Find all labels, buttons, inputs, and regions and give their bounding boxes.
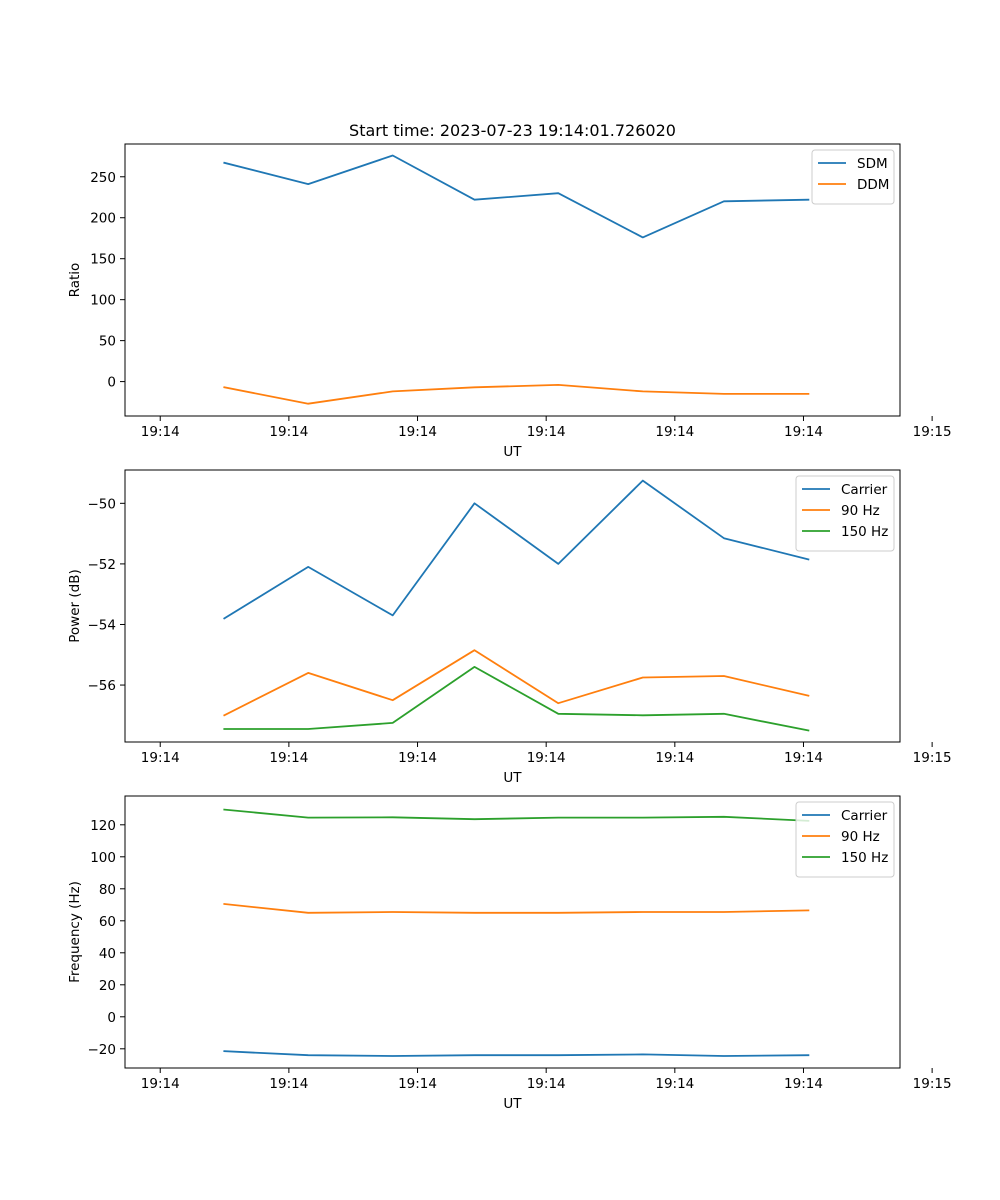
y-tick-label: 100: [90, 293, 116, 309]
panel-2: 19:14 19:14 19:14 19:14 19:14 19:14 19:15 −56 −5…: [67, 469, 952, 786]
x-tick-label: 19:14: [141, 1076, 180, 1092]
series-line-150-hz: [223, 808, 810, 822]
y-tick-label: 80: [99, 882, 116, 898]
series-line-90-hz: [223, 649, 810, 717]
y-tick-label: −50: [88, 496, 117, 512]
x-tick-label: 19:14: [141, 750, 180, 766]
y-tick-label: 200: [90, 211, 116, 227]
x-tick-label: 19:15: [913, 1076, 952, 1092]
y-tick-label: −54: [88, 617, 117, 633]
y-tick-label: 0: [107, 375, 116, 391]
y-axis-label: Power (dB): [67, 569, 83, 642]
legend-label: SDM: [857, 156, 888, 172]
y-tick-label: 50: [99, 334, 116, 350]
x-tick-label: 19:14: [527, 750, 566, 766]
plot-frame: [124, 795, 901, 1069]
y-tick-label: 250: [90, 170, 116, 186]
x-tick-label: 19:14: [269, 424, 308, 440]
y-tick-label: 20: [99, 978, 116, 994]
y-tick-label: 40: [99, 946, 116, 962]
x-tick-label: 19:14: [784, 424, 823, 440]
series-line-90-hz: [223, 903, 810, 914]
series-line-sdm: [223, 154, 810, 239]
legend-label: 90 Hz: [841, 503, 880, 519]
series-line-carrier: [223, 1050, 810, 1057]
x-tick-label: 19:14: [655, 424, 694, 440]
x-tick-label: 19:14: [269, 750, 308, 766]
y-tick-label: −20: [88, 1042, 117, 1058]
y-tick-label: 120: [90, 818, 116, 834]
y-axis-label: Ratio: [67, 263, 83, 298]
x-tick-label: 19:14: [527, 1076, 566, 1092]
series-line-150-hz: [223, 666, 810, 732]
x-tick-label: 19:14: [141, 424, 180, 440]
y-tick-label: 60: [99, 914, 116, 930]
series-line-carrier: [223, 479, 810, 620]
series-line-ddm: [223, 383, 810, 405]
panel-1: Start time: 2023-07-23 19:14:01.726020 19…: [67, 121, 952, 460]
legend-box: [795, 801, 895, 878]
x-tick-label: 19:14: [784, 1076, 823, 1092]
legend-box: [795, 475, 895, 552]
x-tick-label: 19:14: [527, 424, 566, 440]
y-tick-label: 150: [90, 252, 116, 268]
panel-3: 19:14 19:14 19:14 19:14 19:14 19:14 19:15 −20 0 2…: [67, 795, 952, 1112]
x-tick-label: 19:14: [655, 750, 694, 766]
y-tick-label: 0: [107, 1010, 116, 1026]
y-tick-label: 100: [90, 850, 116, 866]
legend-label: Carrier: [841, 808, 888, 824]
x-axis-label: UT: [503, 770, 522, 786]
x-tick-label: 19:14: [655, 1076, 694, 1092]
x-axis-label: UT: [503, 1096, 522, 1112]
plots-container: Start time: 2023-07-23 19:14:01.726020 19…: [67, 121, 952, 1112]
legend-label: 90 Hz: [841, 829, 880, 845]
x-tick-label: 19:15: [913, 750, 952, 766]
legend-label: 150 Hz: [841, 524, 888, 540]
plot-frame: [124, 143, 901, 417]
chart-title: Start time: 2023-07-23 19:14:01.726020: [349, 121, 676, 140]
x-tick-label: 19:15: [913, 424, 952, 440]
legend-label: Carrier: [841, 482, 888, 498]
x-tick-label: 19:14: [398, 750, 437, 766]
legend-label: 150 Hz: [841, 850, 888, 866]
legend-label: DDM: [857, 177, 889, 193]
y-tick-label: −52: [88, 557, 117, 573]
x-axis-label: UT: [503, 444, 522, 460]
x-tick-label: 19:14: [269, 1076, 308, 1092]
plot-frame: [124, 469, 901, 743]
x-tick-label: 19:14: [398, 1076, 437, 1092]
x-tick-label: 19:14: [784, 750, 823, 766]
y-axis-label: Frequency (Hz): [67, 881, 83, 983]
x-tick-label: 19:14: [398, 424, 437, 440]
y-tick-label: −56: [88, 678, 117, 694]
